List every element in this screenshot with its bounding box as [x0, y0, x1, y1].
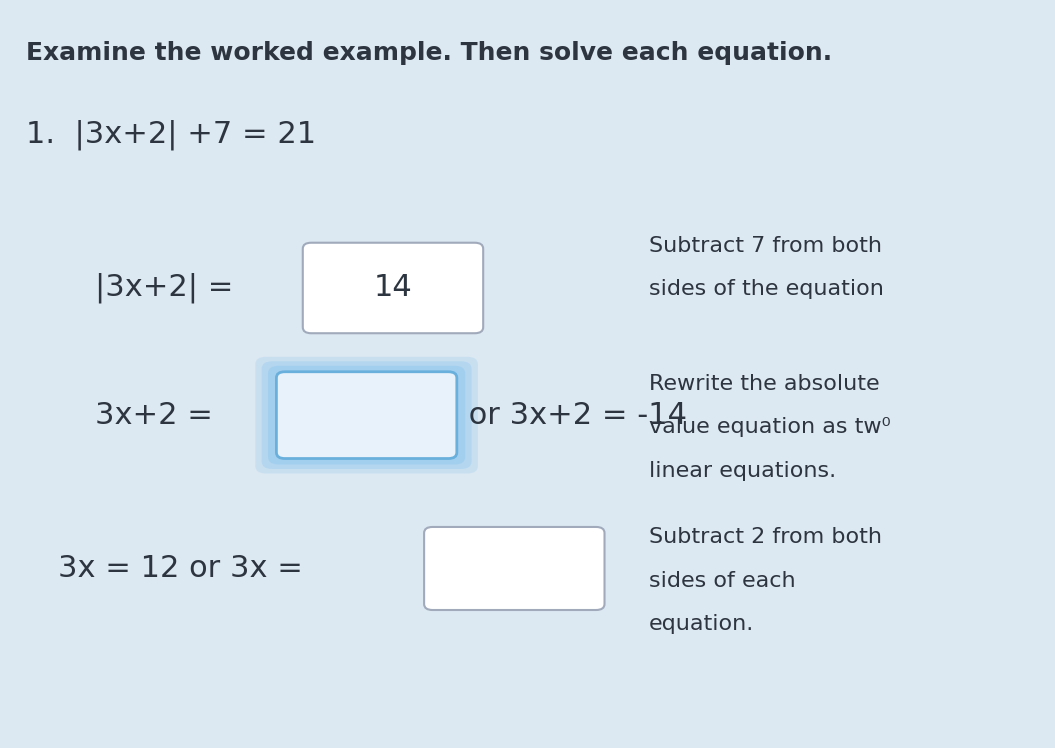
Text: Subtract 2 from both: Subtract 2 from both — [649, 527, 882, 548]
Text: 3x = 12 or 3x =: 3x = 12 or 3x = — [58, 554, 303, 583]
Text: sides of the equation: sides of the equation — [649, 279, 884, 299]
Text: equation.: equation. — [649, 614, 754, 634]
FancyBboxPatch shape — [303, 242, 483, 334]
Text: Subtract 7 from both: Subtract 7 from both — [649, 236, 882, 256]
Text: Examine the worked example. Then solve each equation.: Examine the worked example. Then solve e… — [26, 41, 832, 65]
Text: sides of each: sides of each — [649, 571, 795, 591]
Text: Rewrite the absolute: Rewrite the absolute — [649, 374, 880, 394]
Text: 1.  |3x+2| +7 = 21: 1. |3x+2| +7 = 21 — [26, 120, 316, 150]
FancyBboxPatch shape — [268, 366, 465, 465]
FancyBboxPatch shape — [255, 357, 478, 473]
Text: linear equations.: linear equations. — [649, 461, 836, 481]
Text: 14: 14 — [373, 274, 413, 302]
Text: |3x+2| =: |3x+2| = — [95, 273, 233, 303]
Text: 3x+2 =: 3x+2 = — [95, 401, 213, 429]
Text: or 3x+2 = -14: or 3x+2 = -14 — [459, 401, 687, 429]
FancyBboxPatch shape — [424, 527, 605, 610]
FancyBboxPatch shape — [276, 372, 457, 459]
FancyBboxPatch shape — [262, 361, 472, 469]
Text: value equation as tw⁰: value equation as tw⁰ — [649, 417, 890, 438]
